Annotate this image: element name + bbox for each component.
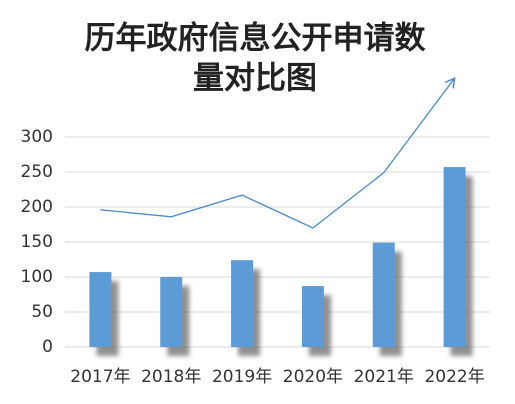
x-tick-label: 2017年 xyxy=(70,367,130,387)
x-tick-label: 2018年 xyxy=(141,367,201,387)
x-tick-label: 2021年 xyxy=(354,367,414,387)
bar xyxy=(160,277,183,347)
bar xyxy=(301,286,324,347)
bar xyxy=(89,272,112,347)
x-tick-label: 2019年 xyxy=(212,367,272,387)
y-tick-label: 0 xyxy=(42,337,53,357)
y-tick-label: 200 xyxy=(21,197,53,217)
chart-title: 量对比图 xyxy=(193,61,317,97)
y-tick-label: 150 xyxy=(21,232,53,252)
y-tick-label: 250 xyxy=(21,162,53,182)
bar xyxy=(372,242,395,347)
y-tick-label: 100 xyxy=(21,267,53,287)
bar xyxy=(231,260,254,347)
chart-title: 历年政府信息公开申请数 xyxy=(85,21,426,57)
trend-line xyxy=(100,76,456,229)
y-tick-label: 300 xyxy=(21,127,53,147)
bar xyxy=(443,167,466,347)
y-tick-label: 50 xyxy=(31,302,53,322)
x-tick-label: 2022年 xyxy=(424,367,484,387)
x-tick-label: 2020年 xyxy=(283,367,343,387)
